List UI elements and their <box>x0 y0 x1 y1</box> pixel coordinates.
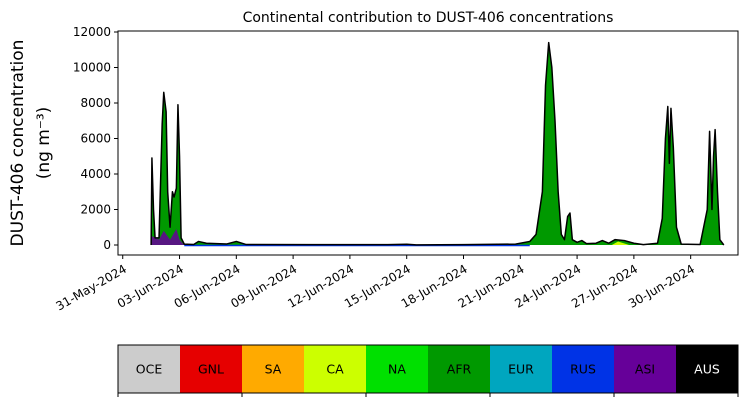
y-tick-label-6000: 6000 <box>80 132 111 146</box>
y-tick-label-4000: 4000 <box>80 167 111 181</box>
total-concentration-line <box>150 41 725 246</box>
legend-label-rus: RUS <box>570 362 596 377</box>
legend-label-sa: SA <box>265 362 282 377</box>
series-afr-area <box>151 42 724 246</box>
legend-swatch-na <box>366 345 429 393</box>
legend-label-oce: OCE <box>136 362 163 377</box>
legend-swatch-eur <box>490 345 553 393</box>
series-ca-area-late-june <box>611 241 630 245</box>
legend-swatch-afr <box>428 345 491 393</box>
legend-label-na: NA <box>388 362 406 377</box>
chart-title: Continental contribution to DUST-406 con… <box>243 10 614 26</box>
plot-frame <box>117 30 739 256</box>
legend-label-asi: ASI <box>635 362 655 377</box>
y-tick-label-8000: 8000 <box>80 96 111 110</box>
legend-frame <box>117 344 739 394</box>
legend-swatch-asi <box>614 345 677 393</box>
y-tick-label-2000: 2000 <box>80 203 111 217</box>
x-axis: 31-May-202403-Jun-202406-Jun-202409-Jun-… <box>54 255 697 313</box>
y-axis-label: DUST-406 concentration (ng m⁻³) <box>8 40 54 247</box>
y-tick-label-0: 0 <box>103 238 111 252</box>
y-axis-label-line1: DUST-406 concentration <box>8 40 28 247</box>
legend-swatch-gnl <box>180 345 243 393</box>
legend-swatch-sa <box>242 345 305 393</box>
legend-label-ca: CA <box>326 362 344 377</box>
y-tick-label-12000: 12000 <box>73 25 111 39</box>
legend-label-gnl: GNL <box>198 362 224 377</box>
legend-swatch-oce <box>118 345 181 393</box>
y-axis: 0 2000 4000 6000 8000 10000 12000 <box>73 25 118 252</box>
legend-swatch-rus <box>552 345 615 393</box>
legend-swatch-ca <box>304 345 367 393</box>
legend-label-eur: EUR <box>508 362 534 377</box>
legend-label-aus: AUS <box>694 362 720 377</box>
legend-label-afr: AFR <box>447 362 472 377</box>
y-tick-label-10000: 10000 <box>73 61 111 75</box>
legend-swatch-aus <box>676 345 739 393</box>
legend-colorbar: OCE GNL SA CA NA AFR EUR RUS ASI AUS <box>117 344 739 397</box>
series-asi-area <box>151 229 185 245</box>
plot-area <box>150 41 725 247</box>
y-axis-label-line2: (ng m⁻³) <box>34 107 54 180</box>
